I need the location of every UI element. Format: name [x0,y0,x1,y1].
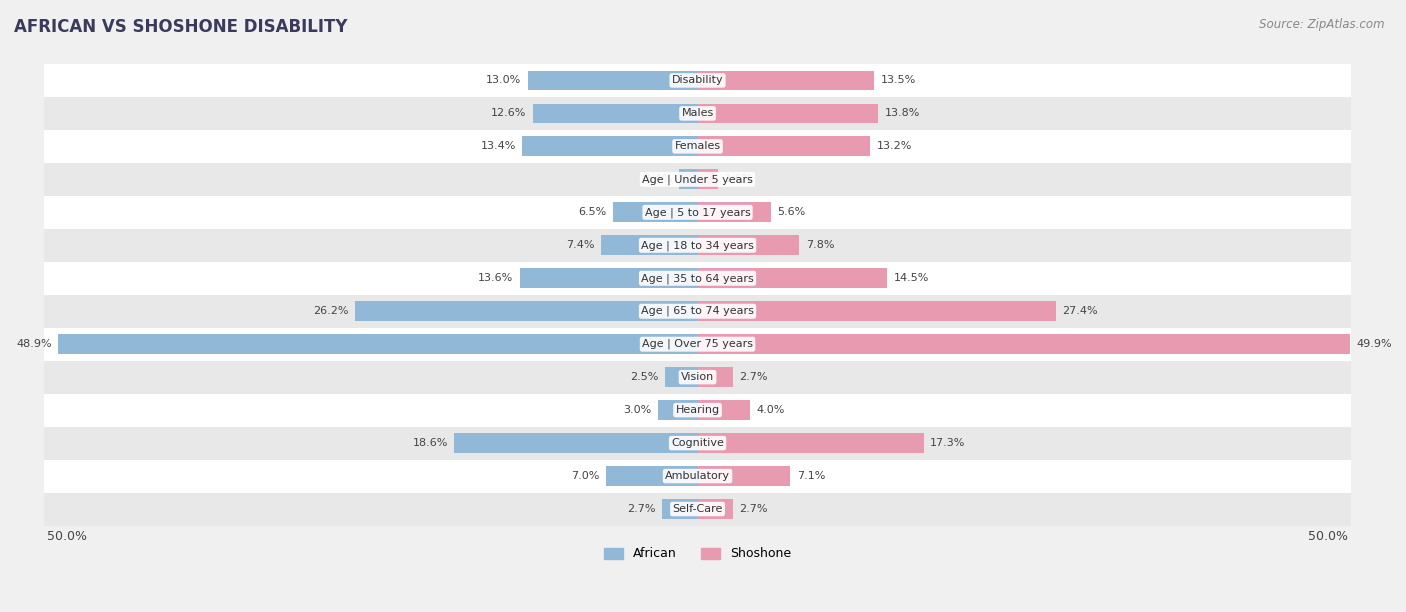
Bar [697,269,887,288]
Bar [697,70,875,91]
Text: 2.7%: 2.7% [627,504,655,514]
Text: Cognitive: Cognitive [671,438,724,448]
Bar [520,269,697,288]
Text: 6.5%: 6.5% [578,207,606,217]
Bar [679,170,697,189]
Text: 27.4%: 27.4% [1062,306,1098,316]
Bar [697,367,733,387]
Text: 2.7%: 2.7% [740,504,768,514]
Bar [44,394,1351,427]
Text: 18.6%: 18.6% [412,438,449,448]
Text: 49.9%: 49.9% [1357,339,1392,349]
Bar [697,170,718,189]
Text: 14.5%: 14.5% [894,274,929,283]
Text: Hearing: Hearing [675,405,720,415]
Text: 5.6%: 5.6% [778,207,806,217]
Bar [44,196,1351,229]
Bar [606,466,697,486]
Text: Age | Over 75 years: Age | Over 75 years [643,339,754,349]
Bar [44,262,1351,295]
Text: 4.0%: 4.0% [756,405,785,415]
Text: 7.8%: 7.8% [806,241,835,250]
Bar [658,400,697,420]
Text: 1.6%: 1.6% [725,174,754,184]
Bar [665,367,697,387]
Text: 7.0%: 7.0% [571,471,599,481]
Bar [600,236,697,255]
Bar [59,334,697,354]
Text: Self-Care: Self-Care [672,504,723,514]
Text: Age | 65 to 74 years: Age | 65 to 74 years [641,306,754,316]
Bar [454,433,697,453]
Text: 13.4%: 13.4% [481,141,516,151]
Bar [44,493,1351,526]
Bar [44,97,1351,130]
Bar [44,460,1351,493]
Bar [697,203,770,222]
Bar [44,427,1351,460]
Text: 12.6%: 12.6% [491,108,526,118]
Text: Source: ZipAtlas.com: Source: ZipAtlas.com [1260,18,1385,31]
Bar [697,136,870,156]
Bar [697,103,877,123]
Text: Vision: Vision [681,372,714,382]
Text: 2.5%: 2.5% [630,372,658,382]
Text: 50.0%: 50.0% [46,531,87,543]
Bar [697,236,800,255]
Text: AFRICAN VS SHOSHONE DISABILITY: AFRICAN VS SHOSHONE DISABILITY [14,18,347,36]
Text: 3.0%: 3.0% [623,405,652,415]
Bar [44,163,1351,196]
Text: 7.1%: 7.1% [797,471,825,481]
Text: 26.2%: 26.2% [314,306,349,316]
Bar [697,499,733,519]
Text: Ambulatory: Ambulatory [665,471,730,481]
Text: Age | Under 5 years: Age | Under 5 years [643,174,754,185]
Text: 50.0%: 50.0% [1309,531,1348,543]
Bar [533,103,697,123]
Bar [523,136,697,156]
Text: 2.7%: 2.7% [740,372,768,382]
Bar [662,499,697,519]
Bar [697,334,1350,354]
Bar [356,301,697,321]
Bar [44,64,1351,97]
Text: Age | 5 to 17 years: Age | 5 to 17 years [645,207,751,218]
Bar [44,360,1351,394]
Text: 13.8%: 13.8% [884,108,920,118]
Text: 13.0%: 13.0% [486,75,522,86]
Bar [44,295,1351,327]
Text: 13.5%: 13.5% [880,75,915,86]
Bar [44,229,1351,262]
Bar [44,130,1351,163]
Text: Age | 35 to 64 years: Age | 35 to 64 years [641,273,754,283]
Bar [697,466,790,486]
Text: Disability: Disability [672,75,723,86]
Bar [527,70,697,91]
Legend: African, Shoshone: African, Shoshone [599,542,796,565]
Text: 7.4%: 7.4% [565,241,595,250]
Bar [44,327,1351,360]
Text: 13.6%: 13.6% [478,274,513,283]
Text: Age | 18 to 34 years: Age | 18 to 34 years [641,240,754,250]
Text: 17.3%: 17.3% [931,438,966,448]
Bar [697,433,924,453]
Bar [697,301,1056,321]
Text: Males: Males [682,108,714,118]
Bar [697,400,749,420]
Text: 1.4%: 1.4% [644,174,672,184]
Bar [613,203,697,222]
Text: 48.9%: 48.9% [17,339,52,349]
Text: Females: Females [675,141,721,151]
Text: 13.2%: 13.2% [876,141,912,151]
